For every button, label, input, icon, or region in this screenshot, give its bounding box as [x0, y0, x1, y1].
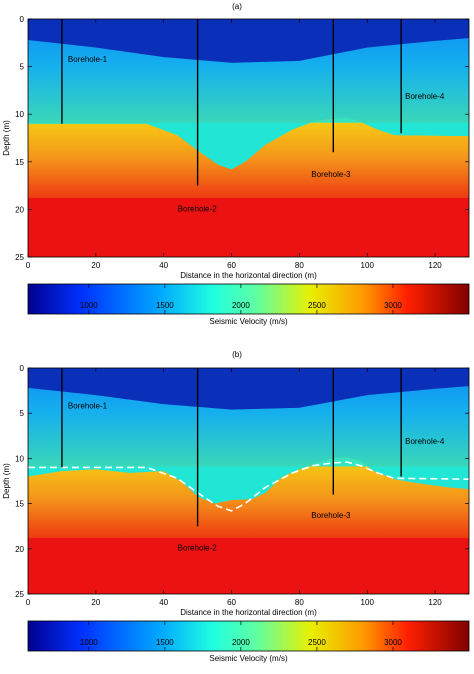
x-tick-label: 40: [159, 598, 168, 607]
y-tick-label: 10: [15, 454, 24, 463]
y-tick-label: 10: [15, 110, 24, 119]
y-tick-label: 15: [15, 158, 24, 167]
plot-frame: [27, 18, 470, 258]
x-tick-label: 0: [26, 598, 31, 607]
y-tick-label: 25: [15, 253, 24, 262]
x-tick-label: 20: [91, 261, 100, 270]
plot-frame: [27, 367, 470, 595]
x-tick-label: 80: [295, 598, 304, 607]
x-tick-label: 40: [159, 261, 168, 270]
colorbar-tick-label: 1500: [156, 638, 174, 647]
colorbar-tick-label: 3000: [384, 638, 402, 647]
x-tick-label: 0: [26, 261, 31, 270]
panel-a: Borehole-1 Borehole-2 Borehole-3 Borehole-4…: [2, 2, 470, 326]
x-tick-label: 120: [428, 598, 442, 607]
x-tick-label: 60: [227, 261, 236, 270]
velocity-field: [28, 19, 469, 257]
channel-fill: [28, 457, 469, 504]
borehole-label-3: Borehole-3: [311, 170, 351, 179]
colorbar-label: Seismic Velocity (m/s): [209, 317, 288, 326]
top-layer: [28, 368, 469, 410]
colorbar-tick-label: 2000: [232, 301, 250, 310]
colorbar: [27, 283, 470, 315]
panel-b: Borehole-1 Borehole-2 Borehole-3 Borehole-4…: [2, 350, 470, 663]
colorbar-tick-label: 1000: [80, 638, 98, 647]
x-tick-label: 60: [227, 598, 236, 607]
y-tick-label: 5: [20, 63, 25, 72]
y-tick-label: 20: [15, 545, 24, 554]
colorbar-tick-label: 1000: [80, 301, 98, 310]
borehole-label-2: Borehole-2: [178, 204, 218, 213]
top-layer: [28, 19, 469, 63]
y-tick-label: 20: [15, 205, 24, 214]
colorbar-tick-label: 2500: [308, 301, 326, 310]
y-axis-label: Depth (m): [2, 463, 11, 499]
velocity-field: [28, 368, 469, 594]
borehole-label-4: Borehole-4: [405, 92, 445, 101]
borehole-label-2: Borehole-2: [178, 544, 218, 553]
true-boundary-line: [28, 461, 469, 512]
colorbar: [27, 620, 470, 652]
y-tick-label: 25: [15, 590, 24, 599]
upper-layer: [28, 19, 469, 170]
x-axis-label: Distance in the horizontal direction (m): [180, 608, 317, 617]
borehole-label-1: Borehole-1: [68, 402, 108, 411]
panel-label: (b): [232, 350, 242, 359]
colorbar-tick-label: 2000: [232, 638, 250, 647]
x-tick-label: 80: [295, 261, 304, 270]
colorbar-label: Seismic Velocity (m/s): [209, 654, 288, 663]
y-tick-label: 0: [20, 364, 25, 373]
y-tick-label: 5: [20, 409, 25, 418]
colorbar-tick-label: 1500: [156, 301, 174, 310]
y-tick-label: 15: [15, 500, 24, 509]
colorbar-tick-label: 3000: [384, 301, 402, 310]
y-tick-label: 0: [20, 15, 25, 24]
x-tick-label: 20: [91, 598, 100, 607]
channel-fill: [28, 118, 469, 170]
x-axis-label: Distance in the horizontal direction (m): [180, 271, 317, 280]
colorbar-tick-label: 2500: [308, 638, 326, 647]
borehole-label-4: Borehole-4: [405, 437, 445, 446]
x-tick-label: 100: [361, 598, 375, 607]
borehole-label-3: Borehole-3: [311, 511, 351, 520]
borehole-label-1: Borehole-1: [68, 55, 108, 64]
panel-label: (a): [232, 2, 242, 11]
x-tick-label: 100: [361, 261, 375, 270]
y-axis-label: Depth (m): [2, 120, 11, 156]
x-tick-label: 120: [428, 261, 442, 270]
